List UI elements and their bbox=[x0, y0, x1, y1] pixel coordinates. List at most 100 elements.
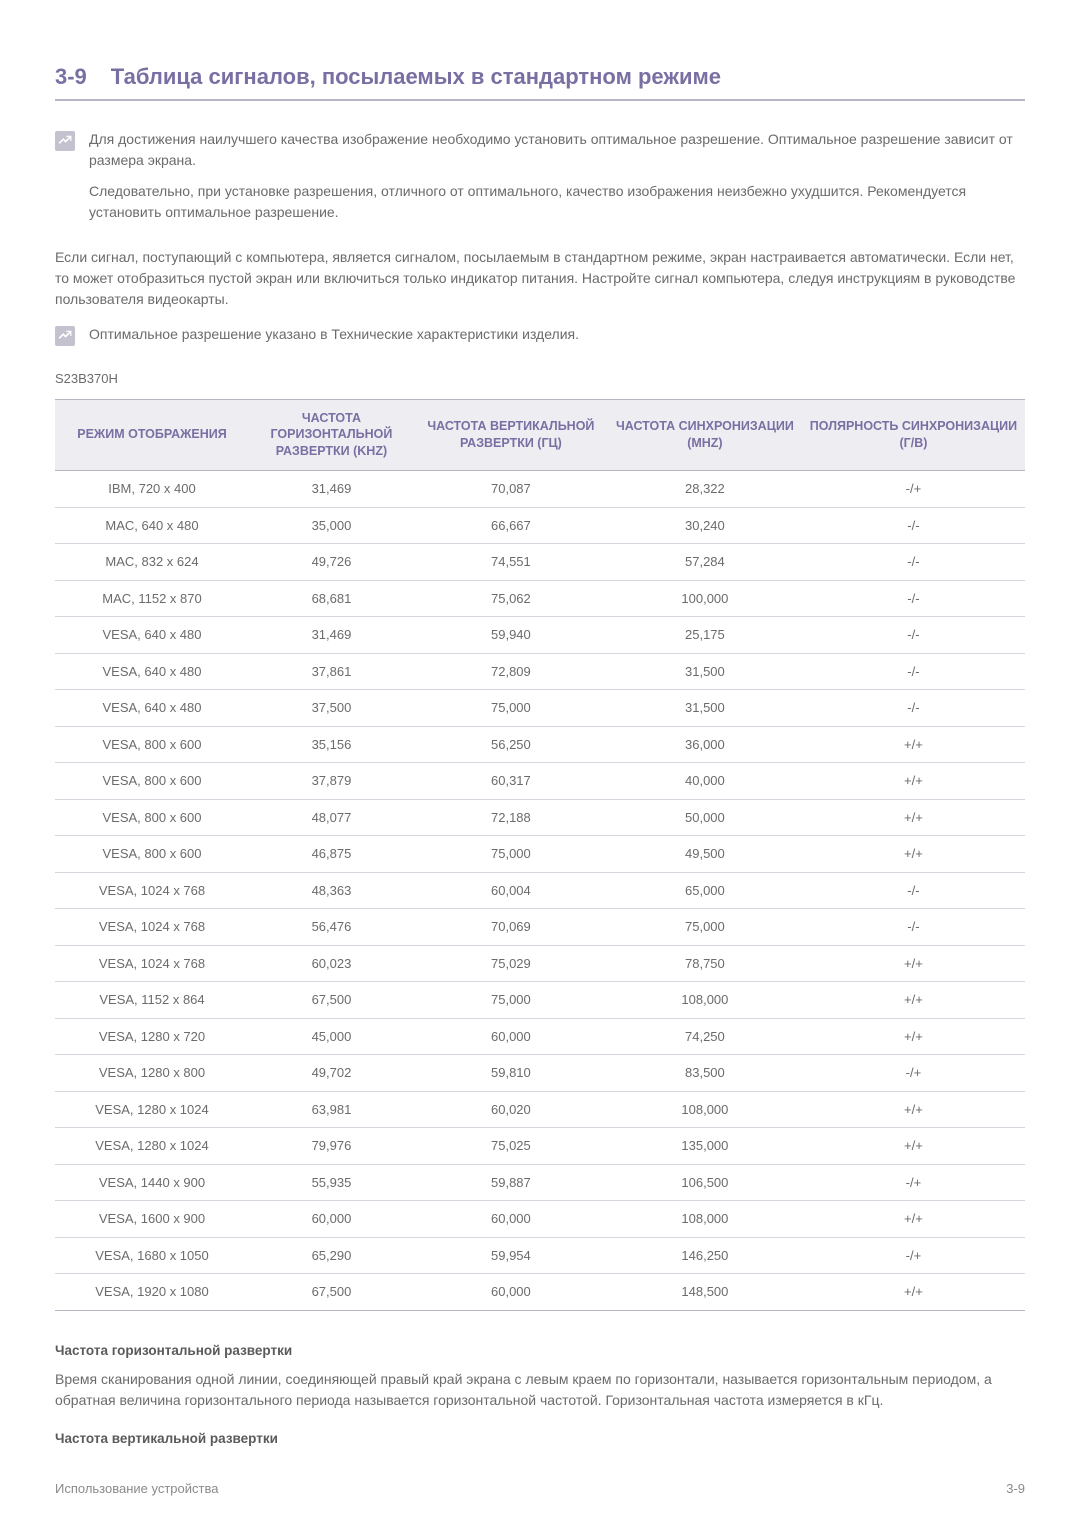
table-cell: 148,500 bbox=[608, 1274, 802, 1311]
table-cell: 48,077 bbox=[249, 799, 414, 836]
table-cell: 108,000 bbox=[608, 1091, 802, 1128]
table-cell: 78,750 bbox=[608, 945, 802, 982]
table-cell: 60,020 bbox=[414, 1091, 608, 1128]
table-head: РЕЖИМ ОТОБРАЖЕНИЯ ЧАСТОТА ГОРИЗОНТАЛЬНОЙ… bbox=[55, 399, 1025, 471]
table-cell: MAC, 640 x 480 bbox=[55, 507, 249, 544]
table-row: VESA, 1152 x 86467,50075,000108,000+/+ bbox=[55, 982, 1025, 1019]
table-row: VESA, 800 x 60046,87575,00049,500+/+ bbox=[55, 836, 1025, 873]
model-label: S23B370H bbox=[55, 369, 1025, 389]
page-footer: Использование устройства 3-9 bbox=[55, 1479, 1025, 1499]
th-sync: ЧАСТОТА СИНХРОНИЗАЦИИ (MHZ) bbox=[608, 399, 802, 471]
table-cell: 60,000 bbox=[414, 1201, 608, 1238]
table-cell: 66,667 bbox=[414, 507, 608, 544]
table-row: IBM, 720 x 40031,46970,08728,322-/+ bbox=[55, 471, 1025, 508]
table-cell: VESA, 800 x 600 bbox=[55, 799, 249, 836]
note-block-1: Для достижения наилучшего качества изобр… bbox=[55, 129, 1025, 233]
table-cell: 49,726 bbox=[249, 544, 414, 581]
table-cell: 75,029 bbox=[414, 945, 608, 982]
section-title: Таблица сигналов, посылаемых в стандартн… bbox=[111, 64, 721, 89]
table-row: VESA, 1440 x 90055,93559,887106,500-/+ bbox=[55, 1164, 1025, 1201]
th-mode: РЕЖИМ ОТОБРАЖЕНИЯ bbox=[55, 399, 249, 471]
table-cell: +/+ bbox=[802, 1201, 1025, 1238]
table-row: VESA, 1024 x 76856,47670,06975,000-/- bbox=[55, 909, 1025, 946]
table-cell: VESA, 1024 x 768 bbox=[55, 909, 249, 946]
table-cell: 74,250 bbox=[608, 1018, 802, 1055]
table-cell: VESA, 1024 x 768 bbox=[55, 945, 249, 982]
table-cell: 28,322 bbox=[608, 471, 802, 508]
table-cell: 70,069 bbox=[414, 909, 608, 946]
table-row: VESA, 1280 x 72045,00060,00074,250+/+ bbox=[55, 1018, 1025, 1055]
table-row: MAC, 1152 x 87068,68175,062100,000-/- bbox=[55, 580, 1025, 617]
table-cell: -/+ bbox=[802, 1055, 1025, 1092]
table-cell: VESA, 1024 x 768 bbox=[55, 872, 249, 909]
th-polarity: ПОЛЯРНОСТЬ СИНХРОНИЗАЦИИ (Г/В) bbox=[802, 399, 1025, 471]
table-cell: 35,156 bbox=[249, 726, 414, 763]
table-cell: VESA, 1600 x 900 bbox=[55, 1201, 249, 1238]
table-row: MAC, 640 x 48035,00066,66730,240-/- bbox=[55, 507, 1025, 544]
table-cell: 79,976 bbox=[249, 1128, 414, 1165]
table-cell: +/+ bbox=[802, 1018, 1025, 1055]
table-cell: -/+ bbox=[802, 471, 1025, 508]
table-cell: 49,500 bbox=[608, 836, 802, 873]
table-cell: 65,290 bbox=[249, 1237, 414, 1274]
note1-p2: Следовательно, при установке разрешения,… bbox=[89, 181, 1025, 223]
section-number: 3-9 bbox=[55, 64, 87, 89]
table-body: IBM, 720 x 40031,46970,08728,322-/+MAC, … bbox=[55, 471, 1025, 1311]
table-cell: 108,000 bbox=[608, 1201, 802, 1238]
footer-left: Использование устройства bbox=[55, 1479, 218, 1499]
table-cell: 59,954 bbox=[414, 1237, 608, 1274]
table-cell: +/+ bbox=[802, 1274, 1025, 1311]
table-cell: 60,000 bbox=[249, 1201, 414, 1238]
table-cell: 75,025 bbox=[414, 1128, 608, 1165]
table-cell: 75,000 bbox=[414, 690, 608, 727]
table-cell: 31,469 bbox=[249, 617, 414, 654]
note-text: Для достижения наилучшего качества изобр… bbox=[89, 129, 1025, 233]
table-cell: 68,681 bbox=[249, 580, 414, 617]
table-cell: 37,861 bbox=[249, 653, 414, 690]
note-icon bbox=[55, 131, 75, 151]
table-cell: VESA, 1280 x 720 bbox=[55, 1018, 249, 1055]
table-row: VESA, 640 x 48031,46959,94025,175-/- bbox=[55, 617, 1025, 654]
table-cell: 108,000 bbox=[608, 982, 802, 1019]
th-vfreq: ЧАСТОТА ВЕРТИКАЛЬНОЙ РАЗВЕРТКИ (ГЦ) bbox=[414, 399, 608, 471]
table-cell: MAC, 1152 x 870 bbox=[55, 580, 249, 617]
th-hfreq: ЧАСТОТА ГОРИЗОНТАЛЬНОЙ РАЗВЕРТКИ (KHZ) bbox=[249, 399, 414, 471]
table-cell: VESA, 1680 x 1050 bbox=[55, 1237, 249, 1274]
table-cell: -/- bbox=[802, 507, 1025, 544]
table-cell: VESA, 1152 x 864 bbox=[55, 982, 249, 1019]
table-cell: 50,000 bbox=[608, 799, 802, 836]
table-row: VESA, 640 x 48037,86172,80931,500-/- bbox=[55, 653, 1025, 690]
table-row: MAC, 832 x 62449,72674,55157,284-/- bbox=[55, 544, 1025, 581]
footer-right: 3-9 bbox=[1006, 1479, 1025, 1499]
table-cell: +/+ bbox=[802, 836, 1025, 873]
table-cell: 146,250 bbox=[608, 1237, 802, 1274]
table-cell: 59,940 bbox=[414, 617, 608, 654]
table-cell: 60,023 bbox=[249, 945, 414, 982]
table-cell: 30,240 bbox=[608, 507, 802, 544]
signal-table: РЕЖИМ ОТОБРАЖЕНИЯ ЧАСТОТА ГОРИЗОНТАЛЬНОЙ… bbox=[55, 399, 1025, 1311]
table-cell: +/+ bbox=[802, 945, 1025, 982]
table-cell: -/- bbox=[802, 872, 1025, 909]
table-cell: MAC, 832 x 624 bbox=[55, 544, 249, 581]
table-cell: VESA, 640 x 480 bbox=[55, 653, 249, 690]
table-cell: 60,004 bbox=[414, 872, 608, 909]
table-row: VESA, 1280 x 80049,70259,81083,500-/+ bbox=[55, 1055, 1025, 1092]
table-cell: 60,317 bbox=[414, 763, 608, 800]
table-cell: +/+ bbox=[802, 1091, 1025, 1128]
table-cell: 74,551 bbox=[414, 544, 608, 581]
table-cell: 49,702 bbox=[249, 1055, 414, 1092]
table-cell: -/- bbox=[802, 617, 1025, 654]
table-cell: -/+ bbox=[802, 1164, 1025, 1201]
table-cell: 100,000 bbox=[608, 580, 802, 617]
note-text: Оптимальное разрешение указано в Техниче… bbox=[89, 324, 579, 355]
table-cell: 57,284 bbox=[608, 544, 802, 581]
section-header: 3-9 Таблица сигналов, посылаемых в станд… bbox=[55, 60, 1025, 101]
table-cell: 60,000 bbox=[414, 1274, 608, 1311]
table-row: VESA, 1920 x 108067,50060,000148,500+/+ bbox=[55, 1274, 1025, 1311]
table-row: VESA, 800 x 60037,87960,31740,000+/+ bbox=[55, 763, 1025, 800]
table-cell: 56,476 bbox=[249, 909, 414, 946]
table-cell: VESA, 800 x 600 bbox=[55, 836, 249, 873]
table-cell: +/+ bbox=[802, 1128, 1025, 1165]
table-cell: 67,500 bbox=[249, 982, 414, 1019]
table-cell: 31,500 bbox=[608, 653, 802, 690]
